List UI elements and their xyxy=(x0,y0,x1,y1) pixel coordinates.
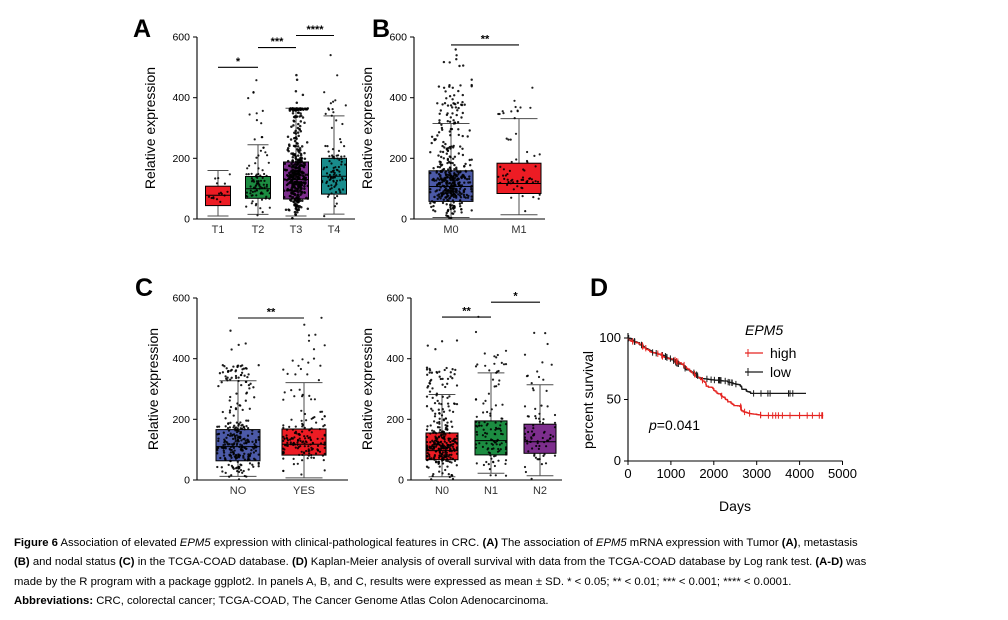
svg-text:200: 200 xyxy=(389,153,407,165)
svg-text:A: A xyxy=(133,15,151,43)
svg-text:low: low xyxy=(770,364,792,380)
svg-text:200: 200 xyxy=(386,414,404,426)
svg-text:*: * xyxy=(513,291,518,303)
svg-text:N2: N2 xyxy=(533,485,547,497)
svg-text:Relative expression: Relative expression xyxy=(359,328,375,450)
svg-text:600: 600 xyxy=(172,32,190,44)
svg-text:5000: 5000 xyxy=(828,466,857,481)
svg-text:3000: 3000 xyxy=(742,466,771,481)
svg-text:p=0.041: p=0.041 xyxy=(648,417,700,433)
svg-text:**: ** xyxy=(462,306,471,318)
svg-text:0: 0 xyxy=(614,453,621,468)
svg-text:percent survival: percent survival xyxy=(580,351,596,449)
svg-text:**: ** xyxy=(267,307,276,319)
svg-text:Relative expression: Relative expression xyxy=(142,67,158,189)
svg-text:600: 600 xyxy=(172,293,190,305)
svg-text:400: 400 xyxy=(389,92,407,104)
svg-text:Days: Days xyxy=(719,498,751,514)
svg-text:T4: T4 xyxy=(328,224,341,236)
svg-text:0: 0 xyxy=(184,475,190,487)
svg-text:*: * xyxy=(236,56,241,68)
svg-text:0: 0 xyxy=(624,466,631,481)
svg-text:400: 400 xyxy=(386,353,404,365)
svg-text:4000: 4000 xyxy=(785,466,814,481)
svg-text:***: *** xyxy=(271,36,285,48)
svg-text:M1: M1 xyxy=(511,224,526,236)
svg-text:50: 50 xyxy=(607,392,621,407)
svg-text:1000: 1000 xyxy=(656,466,685,481)
svg-text:400: 400 xyxy=(172,353,190,365)
svg-text:T3: T3 xyxy=(290,224,303,236)
svg-text:0: 0 xyxy=(398,475,404,487)
svg-text:600: 600 xyxy=(386,293,404,305)
svg-text:**: ** xyxy=(481,33,490,45)
svg-text:C: C xyxy=(135,274,153,302)
svg-text:NO: NO xyxy=(230,485,247,497)
svg-text:0: 0 xyxy=(184,214,190,226)
svg-text:Relative expression: Relative expression xyxy=(359,67,375,189)
svg-text:M0: M0 xyxy=(443,224,458,236)
svg-text:100: 100 xyxy=(599,330,621,345)
svg-text:D: D xyxy=(590,274,608,302)
svg-text:N0: N0 xyxy=(435,485,449,497)
svg-text:0: 0 xyxy=(401,214,407,226)
svg-text:2000: 2000 xyxy=(699,466,728,481)
svg-text:Relative expression: Relative expression xyxy=(145,328,161,450)
svg-text:****: **** xyxy=(306,24,324,36)
svg-text:600: 600 xyxy=(389,32,407,44)
svg-text:T2: T2 xyxy=(252,224,265,236)
svg-text:YES: YES xyxy=(293,485,315,497)
svg-text:EPM5: EPM5 xyxy=(745,322,783,338)
svg-text:200: 200 xyxy=(172,153,190,165)
svg-text:T1: T1 xyxy=(212,224,225,236)
svg-text:200: 200 xyxy=(172,414,190,426)
svg-text:400: 400 xyxy=(172,92,190,104)
svg-text:B: B xyxy=(372,15,390,43)
svg-text:N1: N1 xyxy=(484,485,498,497)
svg-text:high: high xyxy=(770,345,796,361)
